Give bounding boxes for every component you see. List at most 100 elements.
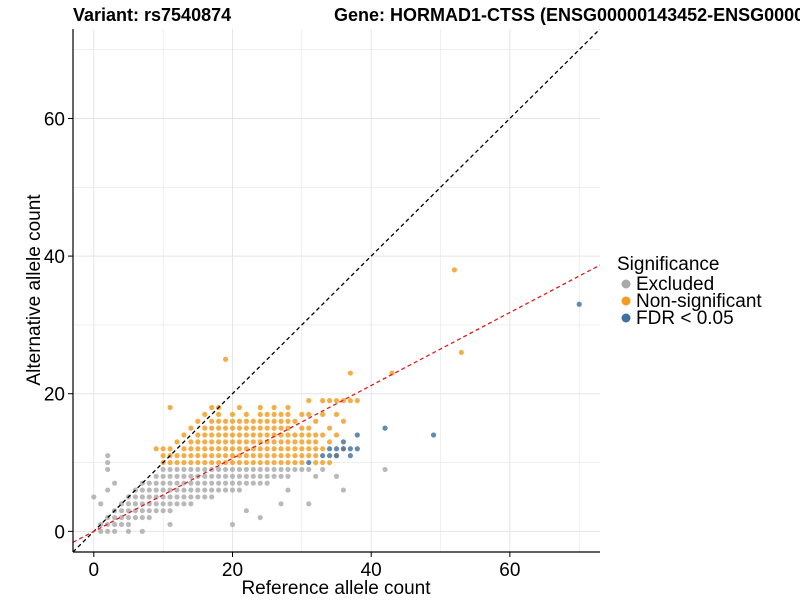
point-non-significant	[222, 459, 229, 466]
point-excluded	[181, 494, 187, 500]
point-excluded	[229, 466, 236, 473]
point-non-significant	[209, 453, 215, 459]
point-excluded	[146, 508, 152, 514]
point-non-significant	[340, 418, 347, 424]
point-excluded	[125, 521, 132, 528]
legend-key-excluded	[621, 279, 631, 289]
point-non-significant	[257, 418, 263, 424]
point-non-significant	[209, 404, 215, 411]
point-excluded	[216, 480, 222, 486]
point-excluded	[195, 494, 201, 500]
point-non-significant	[285, 411, 291, 417]
point-non-significant	[202, 459, 208, 466]
point-non-significant	[264, 459, 270, 466]
point-excluded	[188, 487, 194, 493]
point-non-significant	[243, 439, 249, 445]
point-excluded	[174, 473, 180, 479]
point-non-significant	[271, 459, 277, 466]
point-excluded	[229, 480, 236, 486]
point-excluded	[202, 466, 208, 473]
point-excluded	[188, 473, 194, 479]
point-excluded	[278, 501, 284, 507]
point-excluded	[222, 473, 229, 479]
point-excluded	[236, 487, 243, 493]
point-excluded	[292, 466, 298, 473]
point-excluded	[112, 521, 118, 528]
point-non-significant	[292, 459, 298, 466]
point-excluded	[98, 501, 104, 507]
point-fdr-0-05	[326, 446, 333, 452]
point-non-significant	[306, 425, 312, 431]
point-non-significant	[216, 432, 222, 438]
point-non-significant	[306, 411, 312, 417]
point-non-significant	[195, 432, 201, 438]
x-axis-label: Reference allele count	[241, 578, 431, 599]
point-excluded	[125, 501, 132, 507]
point-non-significant	[250, 459, 256, 466]
legend-label-excluded: Excluded	[636, 274, 714, 295]
point-excluded	[299, 466, 305, 473]
point-excluded	[118, 508, 125, 514]
point-non-significant	[195, 459, 201, 466]
point-non-significant	[285, 404, 291, 411]
point-excluded	[118, 521, 125, 528]
point-excluded	[340, 487, 347, 493]
point-non-significant	[326, 439, 333, 445]
point-non-significant	[278, 459, 284, 466]
point-excluded	[278, 473, 284, 479]
point-non-significant	[229, 459, 236, 466]
point-non-significant	[285, 453, 291, 459]
point-excluded	[105, 528, 111, 534]
point-non-significant	[285, 459, 291, 466]
point-non-significant	[285, 432, 291, 438]
point-non-significant	[299, 446, 305, 452]
point-non-significant	[243, 411, 249, 417]
point-non-significant	[174, 453, 180, 459]
point-non-significant	[333, 411, 340, 417]
point-fdr-0-05	[340, 446, 347, 452]
point-excluded	[153, 508, 159, 514]
point-excluded	[202, 473, 208, 479]
legend-key-fdr	[621, 313, 631, 323]
point-non-significant	[209, 418, 215, 424]
point-non-significant	[160, 453, 166, 459]
point-excluded	[313, 473, 319, 479]
point-non-significant	[216, 453, 222, 459]
point-non-significant	[229, 439, 236, 445]
point-non-significant	[292, 432, 298, 438]
point-non-significant	[313, 459, 319, 466]
point-non-significant	[209, 459, 215, 466]
point-excluded	[153, 501, 159, 507]
point-non-significant	[326, 398, 333, 404]
point-non-significant	[167, 446, 173, 452]
point-excluded	[306, 501, 312, 507]
point-excluded	[174, 501, 180, 507]
point-non-significant	[257, 404, 263, 411]
point-non-significant	[313, 439, 319, 445]
point-excluded	[153, 487, 159, 493]
point-non-significant	[188, 425, 194, 431]
point-non-significant	[209, 446, 215, 452]
point-fdr-0-05	[382, 425, 388, 431]
point-non-significant	[257, 411, 263, 417]
point-non-significant	[229, 425, 236, 431]
point-non-significant	[188, 446, 194, 452]
point-excluded	[236, 473, 243, 479]
point-non-significant	[236, 459, 243, 466]
point-excluded	[167, 501, 173, 507]
chart-title-variant: Variant: rs7540874	[73, 5, 231, 25]
chart-title-gene: Gene: HORMAD1-CTSS (ENSG00000143452-ENSG…	[334, 5, 800, 25]
point-non-significant	[278, 425, 284, 431]
point-non-significant	[389, 370, 395, 376]
point-excluded	[278, 466, 284, 473]
data-points	[91, 267, 582, 534]
point-non-significant	[278, 446, 284, 452]
point-non-significant	[458, 349, 464, 356]
point-fdr-0-05	[430, 432, 437, 438]
point-non-significant	[299, 459, 305, 466]
point-non-significant	[167, 404, 173, 411]
point-non-significant	[292, 418, 298, 424]
point-non-significant	[222, 453, 229, 459]
y-tick-label: 40	[44, 247, 65, 268]
point-non-significant	[285, 439, 291, 445]
